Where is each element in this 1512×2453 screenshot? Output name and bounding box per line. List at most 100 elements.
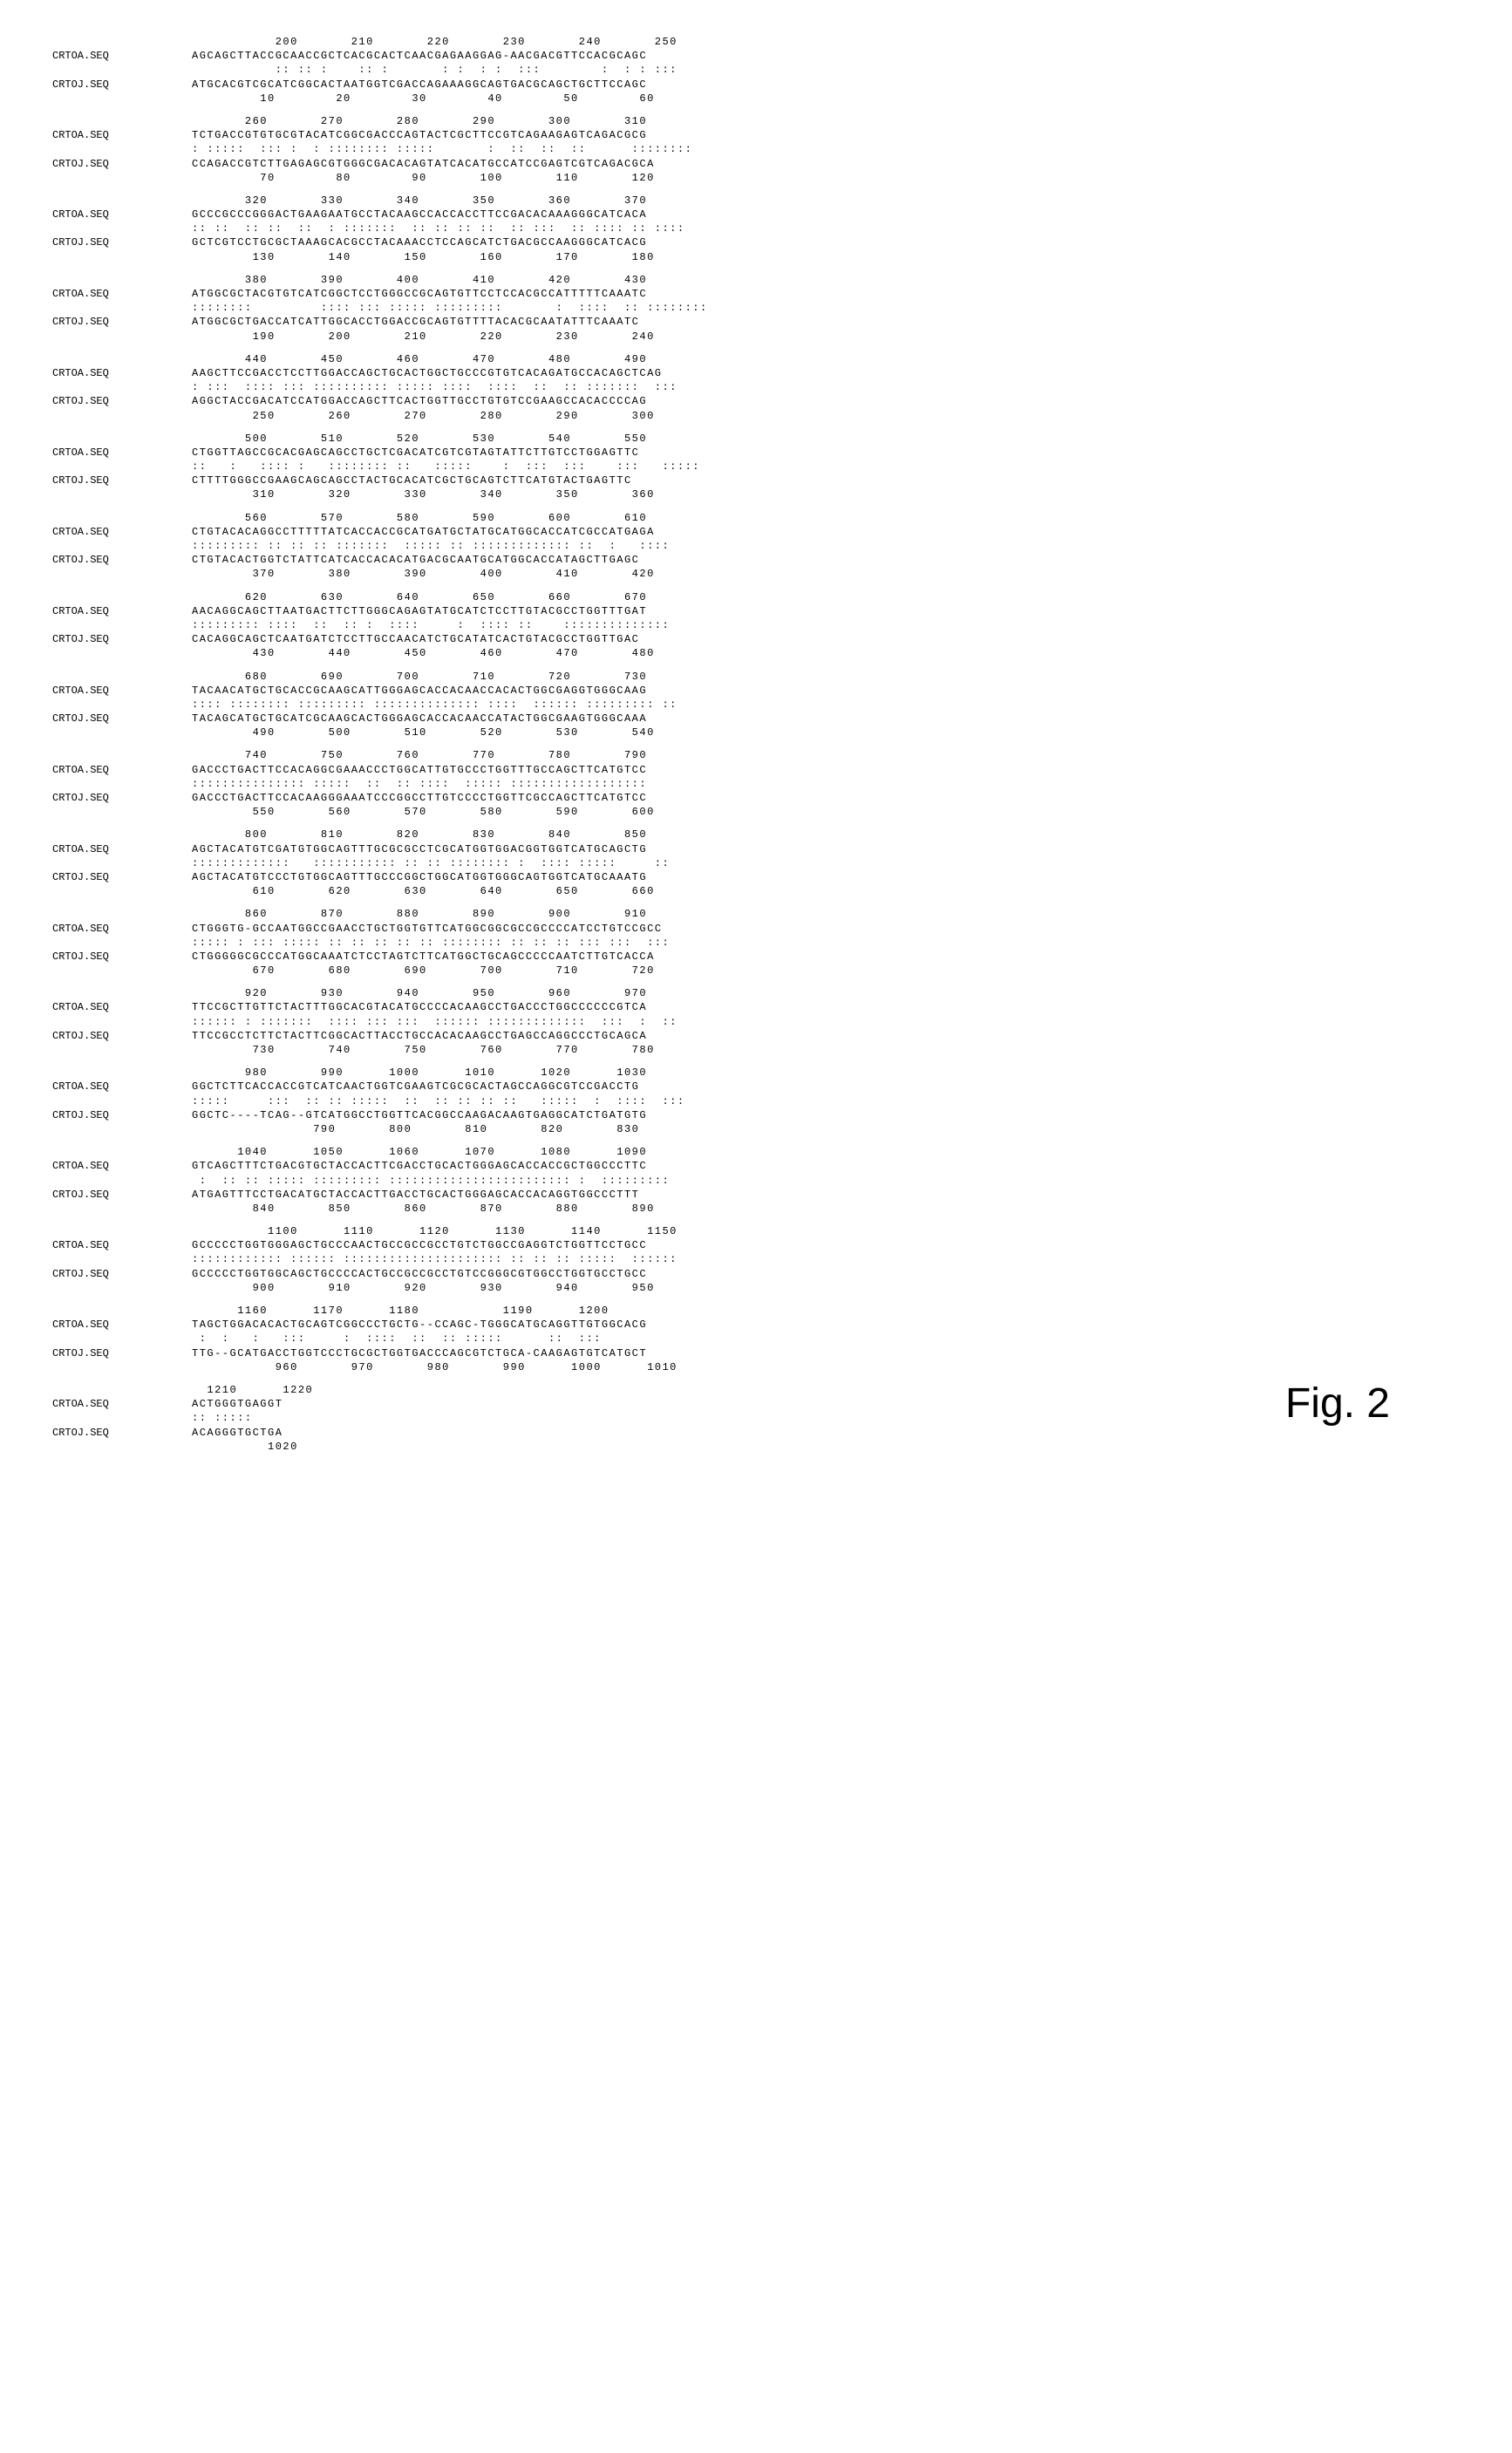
top-position-ruler: 800 810 820 830 840 850 [52,828,1460,842]
sequence-row-j: CRTOJ.SEQGCCCCCTGGTGGCAGCTGCCCCACTGCCGCC… [52,1267,1460,1281]
match-markers: :: : :::: : :::::::: :: ::::: : ::: ::: … [52,460,1460,474]
sequence-text-j: CTTTTGGGCCGAAGCAGCAGCCTACTGCACATCGCTGCAG… [192,474,632,487]
match-markers: : ::::: ::: : : :::::::: ::::: : :: :: :… [52,142,1460,156]
sequence-row-a: CRTOA.SEQAAGCTTCCGACCTCCTTGGACCAGCTGCACT… [52,366,1460,380]
alignment-block: 560 570 580 590 600 610CRTOA.SEQCTGTACAC… [52,511,1460,582]
sequence-row-j: CRTOJ.SEQACAGGGTGCTGA [52,1426,1460,1440]
sequence-label-a: CRTOA.SEQ [52,1159,192,1173]
sequence-label-j: CRTOJ.SEQ [52,1346,192,1360]
sequence-label-a: CRTOA.SEQ [52,49,192,63]
sequence-row-a: CRTOA.SEQTACAACATGCTGCACCGCAAGCATTGGGAGC… [52,684,1460,698]
sequence-label-j: CRTOJ.SEQ [52,712,192,726]
top-position-ruler: 680 690 700 710 720 730 [52,670,1460,684]
bottom-position-ruler: 130 140 150 160 170 180 [52,250,1460,264]
sequence-label-a: CRTOA.SEQ [52,842,192,856]
sequence-text-a: GCCCGCCCGGGACTGAAGAATGCCTACAAGCCACCACCTT… [192,208,647,221]
sequence-row-j: CRTOJ.SEQGACCCTGACTTCCACAAGGGAAATCCCGGCC… [52,791,1460,805]
match-markers: : ::: :::: ::: :::::::::: ::::: :::: :::… [52,380,1460,394]
sequence-label-a: CRTOA.SEQ [52,525,192,539]
sequence-label-a: CRTOA.SEQ [52,1238,192,1252]
sequence-label-a: CRTOA.SEQ [52,1000,192,1014]
sequence-text-a: AAGCTTCCGACCTCCTTGGACCAGCTGCACTGGCTGCCCG… [192,366,662,380]
sequence-row-j: CRTOJ.SEQATGCACGTCGCATCGGCACTAATGGTCGACC… [52,78,1460,92]
sequence-row-j: CRTOJ.SEQGCTCGTCCTGCGCTAAAGCACGCCTACAAAC… [52,235,1460,249]
sequence-label-j: CRTOJ.SEQ [52,394,192,408]
sequence-row-j: CRTOJ.SEQCTGTACACTGGTCTATTCATCACCACACATG… [52,553,1460,567]
sequence-row-j: CRTOJ.SEQCTGGGGGCGCCCATGGCAAATCTCCTAGTCT… [52,950,1460,964]
sequence-text-a: AGCAGCTTACCGCAACCGCTCACGCACTCAACGAGAAGGA… [192,49,647,63]
match-markers: :::::::::::: :::::: ::::::::::::::::::::… [52,1252,1460,1266]
alignment-block: 1160 1170 1180 1190 1200CRTOA.SEQTAGCTGG… [52,1304,1460,1374]
alignment-block: 680 690 700 710 720 730CRTOA.SEQTACAACAT… [52,670,1460,740]
sequence-row-a: CRTOA.SEQGGCTCTTCACCACCGTCATCAACTGGTCGAA… [52,1080,1460,1094]
sequence-text-a: CTGGGTG-GCCAATGGCCGAACCTGCTGGTGTTCATGGCG… [192,922,662,936]
alignment-block: 800 810 820 830 840 850CRTOA.SEQAGCTACAT… [52,828,1460,898]
bottom-position-ruler: 790 800 810 820 830 [52,1122,1460,1136]
bottom-position-ruler: 310 320 330 340 350 360 [52,487,1460,501]
sequence-row-j: CRTOJ.SEQCTTTTGGGCCGAAGCAGCAGCCTACTGCACA… [52,474,1460,487]
top-position-ruler: 920 930 940 950 960 970 [52,986,1460,1000]
bottom-position-ruler: 70 80 90 100 110 120 [52,171,1460,185]
sequence-row-a: CRTOA.SEQGCCCGCCCGGGACTGAAGAATGCCTACAAGC… [52,208,1460,221]
bottom-position-ruler: 490 500 510 520 530 540 [52,726,1460,739]
sequence-text-j: GGCTC----TCAG--GTCATGGCCTGGTTCACGGCCAAGA… [192,1108,647,1122]
sequence-row-a: CRTOA.SEQACTGGGTGAGGT [52,1397,1460,1411]
sequence-row-a: CRTOA.SEQGCCCCCTGGTGGGAGCTGCCCAACTGCCGCC… [52,1238,1460,1252]
sequence-label-a: CRTOA.SEQ [52,208,192,221]
top-position-ruler: 260 270 280 290 300 310 [52,114,1460,128]
sequence-label-j: CRTOJ.SEQ [52,1029,192,1043]
bottom-position-ruler: 900 910 920 930 940 950 [52,1281,1460,1295]
bottom-position-ruler: 610 620 630 640 650 660 [52,884,1460,898]
top-position-ruler: 620 630 640 650 660 670 [52,590,1460,604]
sequence-row-j: CRTOJ.SEQTACAGCATGCTGCATCGCAAGCACTGGGAGC… [52,712,1460,726]
sequence-label-j: CRTOJ.SEQ [52,870,192,884]
bottom-position-ruler: 670 680 690 700 710 720 [52,964,1460,978]
match-markers: :: :: :: :: :: : ::::::: :: :: :: :: :: … [52,221,1460,235]
top-position-ruler: 380 390 400 410 420 430 [52,273,1460,287]
match-markers: : :: :: ::::: ::::::::: ::::::::::::::::… [52,1174,1460,1188]
sequence-text-j: TTG--GCATGACCTGGTCCCTGCGCTGGTGACCCAGCGTC… [192,1346,647,1360]
sequence-row-a: CRTOA.SEQGACCCTGACTTCCACAGGCGAAACCCTGGCA… [52,763,1460,777]
sequence-row-a: CRTOA.SEQTTCCGCTTGTTCTACTTTGGCACGTACATGC… [52,1000,1460,1014]
sequence-row-j: CRTOJ.SEQAGGCTACCGACATCCATGGACCAGCTTCACT… [52,394,1460,408]
sequence-text-j: ATGCACGTCGCATCGGCACTAATGGTCGACCAGAAAGGCA… [192,78,647,92]
top-position-ruler: 440 450 460 470 480 490 [52,352,1460,366]
sequence-row-j: CRTOJ.SEQTTG--GCATGACCTGGTCCCTGCGCTGGTGA… [52,1346,1460,1360]
sequence-text-j: TACAGCATGCTGCATCGCAAGCACTGGGAGCACCACAACC… [192,712,647,726]
sequence-row-j: CRTOJ.SEQAGCTACATGTCCCTGTGGCAGTTTGCCCGGC… [52,870,1460,884]
alignment-block: 320 330 340 350 360 370CRTOA.SEQGCCCGCCC… [52,194,1460,264]
sequence-text-j: GCCCCCTGGTGGCAGCTGCCCCACTGCCGCCGCCTGTCCG… [192,1267,647,1281]
top-position-ruler: 560 570 580 590 600 610 [52,511,1460,525]
bottom-position-ruler: 960 970 980 990 1000 1010 [52,1360,1460,1374]
sequence-text-j: CCAGACCGTCTTGAGAGCGTGGGCGACACAGTATCACATG… [192,157,655,171]
sequence-row-a: CRTOA.SEQAACAGGCAGCTTAATGACTTCTTGGGCAGAG… [52,604,1460,618]
sequence-row-a: CRTOA.SEQCTGGGTG-GCCAATGGCCGAACCTGCTGGTG… [52,922,1460,936]
sequence-row-a: CRTOA.SEQTCTGACCGTGTGCGTACATCGGCGACCCAGT… [52,128,1460,142]
match-markers: :::::: : ::::::: :::: ::: ::: :::::: :::… [52,1015,1460,1029]
bottom-position-ruler: 370 380 390 400 410 420 [52,567,1460,581]
sequence-label-j: CRTOJ.SEQ [52,950,192,964]
sequence-label-a: CRTOA.SEQ [52,366,192,380]
bottom-position-ruler: 10 20 30 40 50 60 [52,92,1460,106]
sequence-label-j: CRTOJ.SEQ [52,791,192,805]
match-markers: :: ::::: [52,1411,1460,1425]
sequence-label-a: CRTOA.SEQ [52,287,192,301]
sequence-label-j: CRTOJ.SEQ [52,553,192,567]
sequence-text-a: CTGGTTAGCCGCACGAGCAGCCTGCTCGACATCGTCGTAG… [192,446,639,460]
sequence-text-a: ATGGCGCTACGTGTCATCGGCTCCTGGGCCGCAGTGTTCC… [192,287,647,301]
sequence-label-j: CRTOJ.SEQ [52,632,192,646]
sequence-label-a: CRTOA.SEQ [52,922,192,936]
sequence-label-a: CRTOA.SEQ [52,1318,192,1332]
alignment-block: 620 630 640 650 660 670CRTOA.SEQAACAGGCA… [52,590,1460,661]
match-markers: ::::::::: :::: :: :: : :::: : :::: :: ::… [52,618,1460,632]
sequence-text-a: CTGTACACAGGCCTTTTTATCACCACCGCATGATGCTATG… [192,525,655,539]
sequence-label-a: CRTOA.SEQ [52,684,192,698]
top-position-ruler: 1160 1170 1180 1190 1200 [52,1304,1460,1318]
alignment-block: 980 990 1000 1010 1020 1030CRTOA.SEQGGCT… [52,1066,1460,1136]
bottom-position-ruler: 250 260 270 280 290 300 [52,409,1460,423]
top-position-ruler: 1040 1050 1060 1070 1080 1090 [52,1145,1460,1159]
sequence-label-j: CRTOJ.SEQ [52,315,192,329]
sequence-text-a: AGCTACATGTCGATGTGGCAGTTTGCGCGCCTCGCATGGT… [192,842,647,856]
bottom-position-ruler: 190 200 210 220 230 240 [52,330,1460,344]
sequence-row-j: CRTOJ.SEQGGCTC----TCAG--GTCATGGCCTGGTTCA… [52,1108,1460,1122]
